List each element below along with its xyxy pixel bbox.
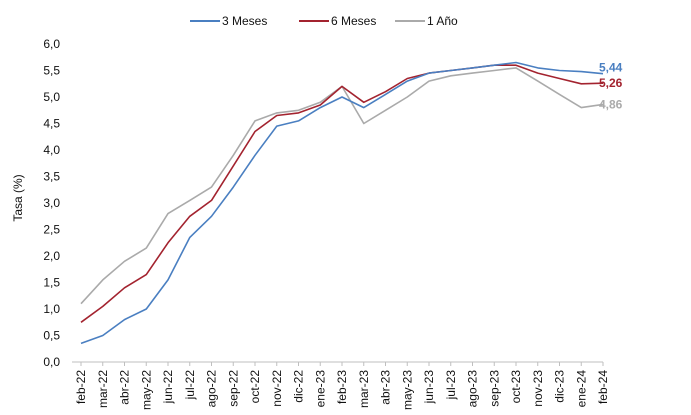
y-tick-label: 2,0 bbox=[43, 249, 60, 263]
y-tick-label: 5,0 bbox=[43, 90, 60, 104]
x-tick-label: nov-23 bbox=[531, 370, 545, 407]
series-lines bbox=[80, 61, 604, 345]
x-tick-label: mar-23 bbox=[357, 370, 371, 408]
x-tick-label: sep-23 bbox=[487, 370, 501, 407]
x-tick-label: abr-22 bbox=[118, 370, 132, 405]
y-tick-label: 0,0 bbox=[43, 355, 60, 369]
y-tick-label: 4,5 bbox=[43, 117, 60, 131]
y-tick-label: 1,5 bbox=[43, 276, 60, 290]
x-tick-label: sep-22 bbox=[226, 370, 240, 407]
series-line-3 bbox=[80, 67, 604, 305]
x-tick-label: abr-23 bbox=[379, 370, 393, 405]
x-tick-label: feb-22 bbox=[74, 370, 88, 404]
x-axis: feb-22 mar-22 abr-22 may-22 jun-22 jul-22 ago-… bbox=[72, 361, 610, 410]
x-tick-label: jun-23 bbox=[422, 370, 436, 405]
x-tick-label: may-23 bbox=[400, 370, 414, 410]
legend: 3 Meses 6 Meses 1 Año bbox=[190, 14, 458, 28]
y-axis: 0,0 0,5 1,0 1,5 2,0 2,5 3,0 3,5 4,0 4,5 5,0 5,5 6,0 bbox=[43, 37, 60, 369]
y-tick-label: 1,0 bbox=[43, 302, 60, 316]
end-value-label: 4,86 bbox=[599, 97, 623, 111]
legend-label: 1 Año bbox=[427, 14, 458, 28]
y-tick-label: 6,0 bbox=[43, 37, 60, 51]
y-axis-title: Tasa (%) bbox=[11, 174, 25, 221]
y-tick-label: 5,5 bbox=[43, 64, 60, 78]
x-tick-label: ago-22 bbox=[205, 370, 219, 408]
legend-label: 6 Meses bbox=[331, 14, 376, 28]
x-tick-label: jul-22 bbox=[183, 370, 197, 401]
end-value-label: 5,44 bbox=[599, 61, 623, 75]
y-tick-label: 3,5 bbox=[43, 170, 60, 184]
y-tick-label: 3,0 bbox=[43, 196, 60, 210]
x-tick-label: feb-23 bbox=[335, 370, 349, 404]
x-tick-label: jun-22 bbox=[161, 370, 175, 405]
x-tick-label: dic-23 bbox=[553, 370, 567, 403]
y-tick-label: 0,5 bbox=[43, 329, 60, 343]
x-tick-label: ene-24 bbox=[574, 370, 588, 408]
end-labels: 5,445,26 4,86 bbox=[599, 61, 623, 112]
end-value-label: 5,26 bbox=[599, 76, 623, 90]
legend-label: 3 Meses bbox=[222, 14, 267, 28]
y-tick-label: 2,5 bbox=[43, 223, 60, 237]
x-tick-label: oct-22 bbox=[248, 370, 262, 404]
x-tick-label: feb-24 bbox=[596, 370, 610, 404]
series-line-1 bbox=[80, 61, 604, 345]
x-tick-label: may-22 bbox=[139, 370, 153, 410]
x-tick-label: jul-23 bbox=[444, 370, 458, 401]
x-tick-label: oct-23 bbox=[509, 370, 523, 404]
series-line-2 bbox=[80, 64, 604, 323]
x-tick-label: ene-23 bbox=[313, 370, 327, 408]
x-tick-label: nov-22 bbox=[270, 370, 284, 407]
y-tick-label: 4,0 bbox=[43, 143, 60, 157]
x-tick-label: mar-22 bbox=[96, 370, 110, 408]
x-tick-label: dic-22 bbox=[292, 370, 306, 403]
x-tick-label: ago-23 bbox=[466, 370, 480, 408]
